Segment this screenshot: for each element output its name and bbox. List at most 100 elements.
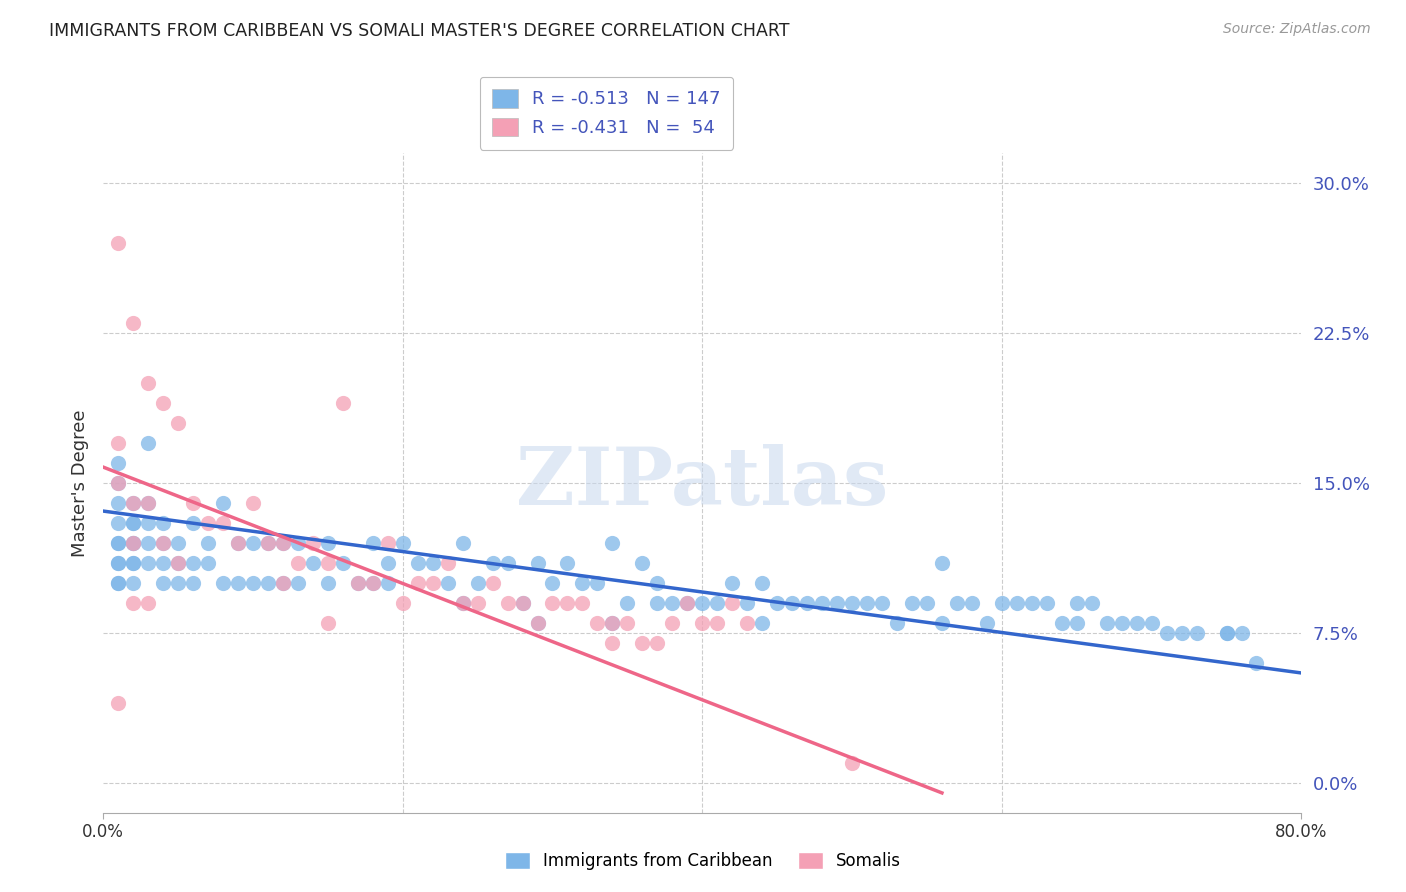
Point (242, 536, 264, 550)
Point (1230, 626, 1253, 640)
Point (422, 576, 444, 591)
Point (557, 556, 579, 570)
Point (271, 576, 294, 591)
Point (526, 615, 548, 630)
Point (661, 615, 683, 630)
Point (136, 536, 159, 550)
Point (856, 596, 879, 610)
Point (1080, 596, 1102, 610)
Point (422, 556, 444, 570)
Point (751, 576, 773, 591)
Point (136, 496, 159, 510)
Point (931, 615, 953, 630)
Point (706, 596, 728, 610)
Point (526, 556, 548, 570)
Point (316, 615, 339, 630)
Point (571, 576, 593, 591)
Point (346, 576, 368, 591)
Point (735, 596, 758, 610)
Point (1246, 656, 1268, 670)
Point (915, 596, 938, 610)
Point (242, 496, 264, 510)
Point (152, 556, 174, 570)
Point (1215, 626, 1237, 640)
Point (377, 576, 399, 591)
Point (257, 536, 280, 550)
Point (1036, 596, 1059, 610)
Point (122, 536, 145, 550)
Point (152, 516, 174, 530)
Point (287, 556, 309, 570)
Point (257, 536, 280, 550)
Point (107, 536, 129, 550)
Point (346, 576, 368, 591)
Point (332, 396, 354, 410)
Point (107, 576, 129, 591)
Point (616, 615, 638, 630)
Point (780, 596, 803, 610)
Point (557, 596, 579, 610)
Point (721, 596, 744, 610)
Point (152, 536, 174, 550)
Point (122, 536, 145, 550)
Point (647, 576, 669, 591)
Point (181, 496, 204, 510)
Point (647, 636, 669, 650)
Point (1005, 596, 1028, 610)
Point (122, 496, 145, 510)
Point (481, 576, 503, 591)
Point (107, 516, 129, 530)
Point (197, 516, 219, 530)
Point (586, 576, 609, 591)
Point (136, 436, 159, 450)
Point (721, 576, 744, 591)
Point (541, 596, 564, 610)
Point (586, 615, 609, 630)
Point (136, 556, 159, 570)
Point (735, 615, 758, 630)
Point (512, 596, 534, 610)
Point (841, 596, 863, 610)
Point (1215, 626, 1237, 640)
Point (287, 536, 309, 550)
Point (496, 556, 519, 570)
Legend: R = -0.513   N = 147, R = -0.431   N =  54: R = -0.513 N = 147, R = -0.431 N = 54 (479, 77, 733, 150)
Point (991, 596, 1014, 610)
Point (976, 615, 998, 630)
Point (436, 576, 458, 591)
Point (316, 556, 339, 570)
Point (512, 596, 534, 610)
Point (122, 316, 145, 330)
Point (226, 536, 249, 550)
Point (526, 615, 548, 630)
Point (271, 576, 294, 591)
Point (467, 596, 489, 610)
Point (107, 556, 129, 570)
Point (361, 576, 384, 591)
Point (436, 556, 458, 570)
Point (316, 576, 339, 591)
Text: ZIPatlas: ZIPatlas (516, 444, 889, 522)
Point (107, 696, 129, 710)
Point (181, 516, 204, 530)
Point (661, 596, 683, 610)
Point (377, 556, 399, 570)
Point (167, 556, 190, 570)
Point (316, 536, 339, 550)
Point (1140, 615, 1163, 630)
Point (870, 596, 893, 610)
Point (825, 596, 848, 610)
Point (107, 576, 129, 591)
Point (1170, 626, 1192, 640)
Point (1111, 615, 1133, 630)
Point (226, 576, 249, 591)
Point (1095, 615, 1118, 630)
Point (122, 496, 145, 510)
Point (107, 456, 129, 470)
Point (886, 615, 908, 630)
Point (960, 596, 983, 610)
Point (901, 596, 924, 610)
Point (946, 596, 969, 610)
Point (766, 596, 789, 610)
Point (107, 476, 129, 491)
